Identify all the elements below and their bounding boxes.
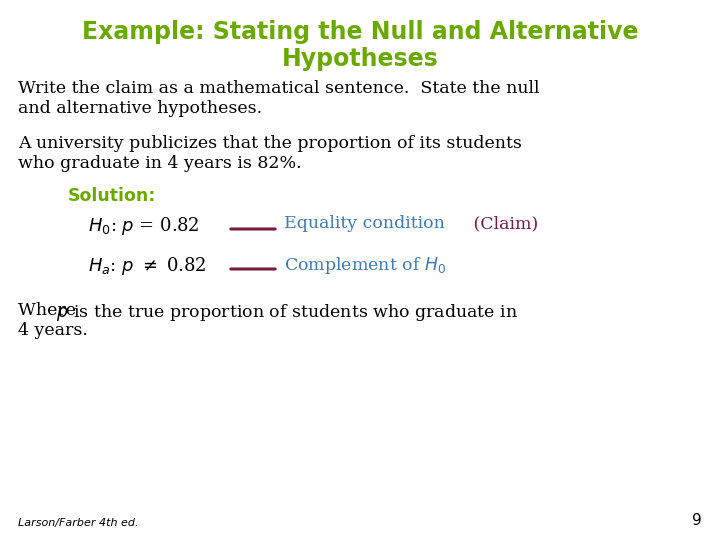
Text: Example: Stating the Null and Alternative: Example: Stating the Null and Alternativ… — [82, 20, 638, 44]
Text: Larson/Farber 4th ed.: Larson/Farber 4th ed. — [18, 518, 138, 528]
Text: $p$ is the true proportion of students who graduate in: $p$ is the true proportion of students w… — [18, 302, 518, 323]
Text: A university publicizes that the proportion of its students: A university publicizes that the proport… — [18, 135, 522, 152]
Text: Complement of $H_0$: Complement of $H_0$ — [284, 255, 446, 276]
Text: Where: Where — [18, 302, 81, 319]
Text: who graduate in 4 years is 82%.: who graduate in 4 years is 82%. — [18, 155, 302, 172]
Text: Equality condition: Equality condition — [284, 215, 445, 232]
Text: Solution:: Solution: — [68, 187, 156, 205]
Text: 4 years.: 4 years. — [18, 322, 88, 339]
Text: Hypotheses: Hypotheses — [282, 47, 438, 71]
Text: 9: 9 — [692, 513, 702, 528]
Text: $H_0$: $p$ = 0.82: $H_0$: $p$ = 0.82 — [88, 215, 199, 237]
Text: and alternative hypotheses.: and alternative hypotheses. — [18, 100, 262, 117]
Text: (Claim): (Claim) — [468, 215, 539, 232]
Text: $H_a$: $p$ $\neq$ 0.82: $H_a$: $p$ $\neq$ 0.82 — [88, 255, 206, 277]
Text: Write the claim as a mathematical sentence.  State the null: Write the claim as a mathematical senten… — [18, 80, 539, 97]
